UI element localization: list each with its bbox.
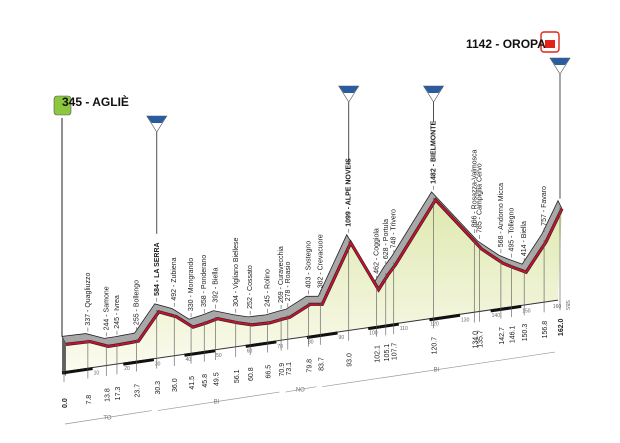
km-label: 146.1 (509, 326, 516, 344)
km-label: 49.5 (214, 372, 221, 386)
place-label: 337 - Quagliuzzo (85, 273, 92, 326)
km-tick-label: 90 (339, 335, 345, 341)
km-tick-label: 110 (400, 326, 408, 332)
place-label: 492 - Zubiena (171, 257, 178, 300)
km-label: 56.1 (234, 369, 241, 383)
place-label: 1099 - ALPE NOVEIS (346, 158, 353, 227)
place-label: 304 - Vigliano Biellese (233, 238, 240, 307)
profile-fill (62, 199, 562, 372)
km-label: 162.0 (558, 318, 565, 336)
finish-icon-flag (545, 40, 555, 48)
province-span (322, 351, 556, 388)
route-line (65, 198, 563, 348)
place-label: 278 - Roasio (285, 262, 292, 302)
km-label: 23.7 (135, 384, 142, 398)
place-label: 584 - LA SERRA (154, 242, 161, 295)
km-label: 41.5 (189, 376, 196, 390)
km-scale-segment (306, 331, 338, 339)
km-label: 134.0 (472, 331, 479, 349)
km-label: 102.1 (375, 345, 382, 363)
climb-marker-icon-band (338, 86, 359, 93)
km-tick-label: 160 (553, 304, 562, 310)
km-label: 30.3 (155, 381, 162, 395)
km-label: 70.9 (279, 363, 286, 377)
km-label: 17.3 (115, 387, 122, 401)
place-label: 785 - Campiglia Cervo (476, 163, 483, 233)
place-label: 255 - Bollengo (134, 280, 141, 325)
km-tick-label: 120 (430, 322, 439, 328)
km-tick-label: 60 (247, 348, 253, 354)
province-label: BI (434, 367, 440, 373)
km-tick-label: 10 (94, 371, 100, 377)
place-label: 330 - Mongrando (188, 258, 195, 311)
km-tick-label: 40 (185, 357, 191, 363)
km-tick-label: 50 (216, 353, 222, 359)
km-tick-label: 30 (155, 362, 161, 368)
km-label: 0.0 (62, 398, 69, 408)
km-scale-segment (61, 367, 93, 375)
start-icon (53, 95, 72, 116)
place-label: 748 - Trivero (391, 209, 398, 248)
finish-label: 1142 - OROPA (466, 37, 546, 51)
km-tick-label: 20 (124, 366, 130, 372)
km-label: 105.1 (384, 344, 391, 362)
side-label: SBS (564, 300, 570, 311)
place-label: 1482 - BIELMONTE (431, 121, 438, 184)
km-tick-label: 80 (308, 339, 314, 345)
km-label: 156.8 (542, 321, 549, 339)
place-label: 244 - Samone (103, 286, 110, 330)
place-label: 495 - Tollegno (508, 208, 515, 252)
km-tick-label: 70 (277, 344, 283, 350)
province-span (285, 386, 317, 393)
climb-marker-icon-band (550, 58, 570, 65)
km-label: 60.8 (248, 367, 255, 381)
place-label: 568 - Andorno Micca (498, 183, 505, 247)
km-label: 107.7 (392, 343, 399, 361)
province-label: NO (296, 387, 305, 393)
km-scale-segment (123, 358, 155, 366)
place-label: 757 - Favaro (541, 186, 548, 226)
km-label: 150.3 (522, 324, 529, 342)
place-label: 403 - Sostegno (305, 241, 312, 289)
place-label: 245 - Ivrea (114, 295, 121, 329)
km-label: 13.8 (104, 388, 111, 402)
km-label: 36.0 (172, 378, 179, 392)
place-label: 462 - Coggiola (374, 228, 381, 274)
km-label: 7.8 (86, 395, 93, 405)
km-label: 135.7 (477, 330, 484, 348)
km-tick-label: 150 (522, 308, 531, 314)
km-scale-segment (429, 313, 461, 322)
place-label: 252 - Cossato (247, 265, 254, 309)
place-label: 382 - Crevacuore (317, 234, 324, 288)
place-label: 392 - Biella (213, 268, 220, 303)
km-label: 45.8 (202, 374, 209, 388)
place-label: 866 - Rosazza-Valmosca (471, 149, 478, 227)
km-label: 73.1 (286, 362, 293, 376)
km-tick-label: 140 (492, 313, 501, 319)
km-scale-segment (184, 349, 216, 357)
km-tick-label: 100 (369, 331, 378, 337)
km-label: 83.7 (318, 357, 325, 371)
climb-marker-icon-band (146, 116, 167, 123)
km-label: 120.7 (432, 337, 439, 355)
place-label: 358 - Ponderano (201, 255, 208, 307)
place-label: 245 - Rolino (265, 269, 272, 307)
km-label: 79.8 (306, 359, 313, 373)
km-tick-label: 130 (461, 317, 470, 323)
province-label: BI (214, 399, 220, 405)
province-span (157, 391, 280, 411)
km-label: 66.5 (266, 365, 273, 379)
km-label: 93.0 (347, 353, 354, 367)
province-span (64, 410, 152, 425)
province-label: TO (103, 415, 112, 421)
start-label: 345 - AGLIÈ (62, 94, 129, 109)
km-scale-segment (245, 340, 277, 348)
place-label: 414 - Biella (521, 221, 528, 256)
place-label: 269 - Curavecchia (278, 246, 285, 303)
place-label: 628 - Portula (383, 219, 390, 259)
km-scale-segment (490, 304, 522, 313)
km-label: 142.7 (499, 327, 506, 345)
climb-marker-icon-band (423, 86, 444, 93)
